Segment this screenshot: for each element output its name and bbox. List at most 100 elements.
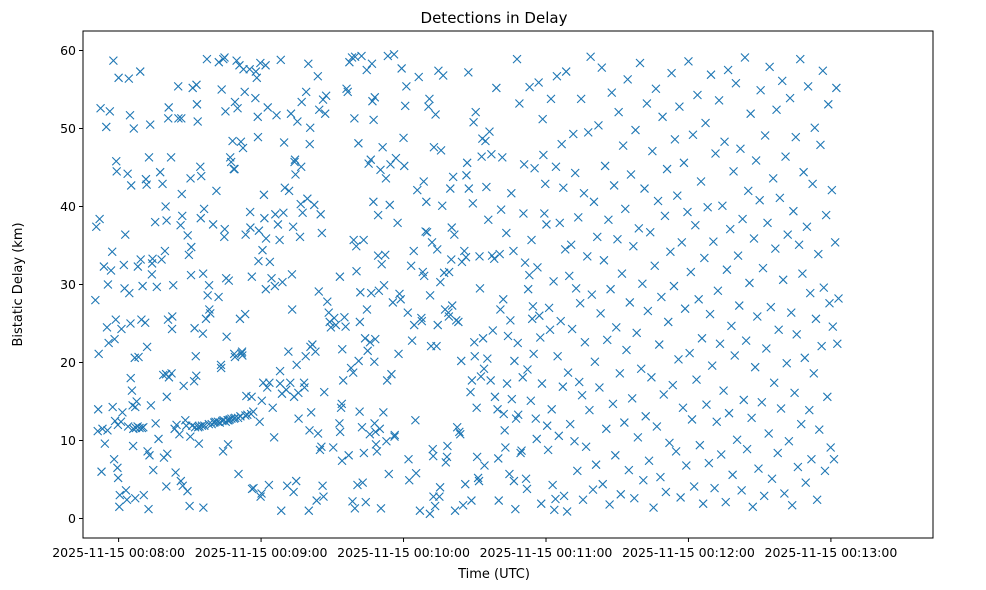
data-point [429,142,439,152]
data-point [292,360,302,370]
data-point [729,167,738,176]
data-point [267,273,276,283]
data-point [509,246,518,256]
data-point [154,434,163,444]
data-point [760,131,770,140]
data-point [554,431,564,441]
data-point [828,322,838,332]
data-point [561,67,571,76]
data-point [679,158,689,168]
data-point [832,339,842,349]
data-point [736,144,745,154]
data-point [431,110,440,119]
data-point [472,403,482,413]
data-point [157,255,166,264]
data-point [505,315,515,325]
data-point [373,210,383,220]
data-point [625,298,635,307]
data-point [665,438,674,448]
data-point [193,117,203,126]
data-point [453,317,463,327]
data-point [136,255,146,264]
data-point [114,502,124,512]
data-point [658,112,667,122]
data-point [730,351,740,360]
data-point [100,439,110,449]
data-point [370,92,380,102]
data-point [239,64,248,74]
data-point [370,334,380,344]
data-point [437,201,447,211]
data-point [379,280,389,290]
data-point [184,250,194,260]
data-point [248,407,258,417]
data-point [728,470,737,480]
data-point [122,495,132,505]
data-point [656,472,665,482]
data-point [368,197,378,207]
data-point [517,446,526,456]
data-point [553,351,563,361]
data-point [286,109,296,119]
data-point [626,170,636,179]
data-point [347,53,357,62]
data-point [322,297,332,307]
data-point [804,405,814,415]
data-point [767,474,777,484]
data-point [707,361,717,371]
data-point [635,58,645,68]
data-point [628,241,638,251]
data-point [96,103,105,113]
data-point [576,94,586,104]
data-point [220,53,229,62]
data-point [619,418,629,427]
data-point [180,415,190,425]
data-point [493,404,502,414]
data-point [460,479,470,489]
data-point [313,71,323,81]
data-point [95,214,105,224]
data-point [328,443,338,452]
data-point [813,249,823,259]
data-point [145,450,154,460]
data-point [123,422,133,431]
data-point [138,422,148,432]
data-point [825,298,834,308]
data-point [623,74,633,84]
data-point [124,74,134,83]
data-point [490,392,500,402]
data-point [304,506,314,516]
data-point [378,142,388,152]
data-point [291,476,301,486]
data-point [599,255,609,265]
data-point [185,432,195,441]
data-point [770,244,780,254]
data-point [558,183,568,193]
data-point [510,504,520,514]
data-point [111,315,121,324]
data-point [179,381,189,391]
data-point [637,279,647,289]
data-point [672,191,682,200]
data-point [674,354,683,364]
data-point [641,411,651,421]
data-point [400,101,410,111]
data-point [164,372,174,382]
data-point [642,99,652,108]
data-point [250,93,260,103]
data-point [688,130,698,140]
data-point [447,301,457,310]
data-point [579,188,589,198]
data-point [275,235,284,245]
data-point [337,456,347,466]
data-point [524,270,534,280]
data-point [790,388,799,398]
data-point [483,215,493,225]
data-point [264,480,274,490]
data-point [417,316,427,326]
data-point [387,369,396,379]
data-point [113,473,123,483]
data-point [443,441,452,451]
data-point [161,482,171,491]
data-point [818,66,828,76]
